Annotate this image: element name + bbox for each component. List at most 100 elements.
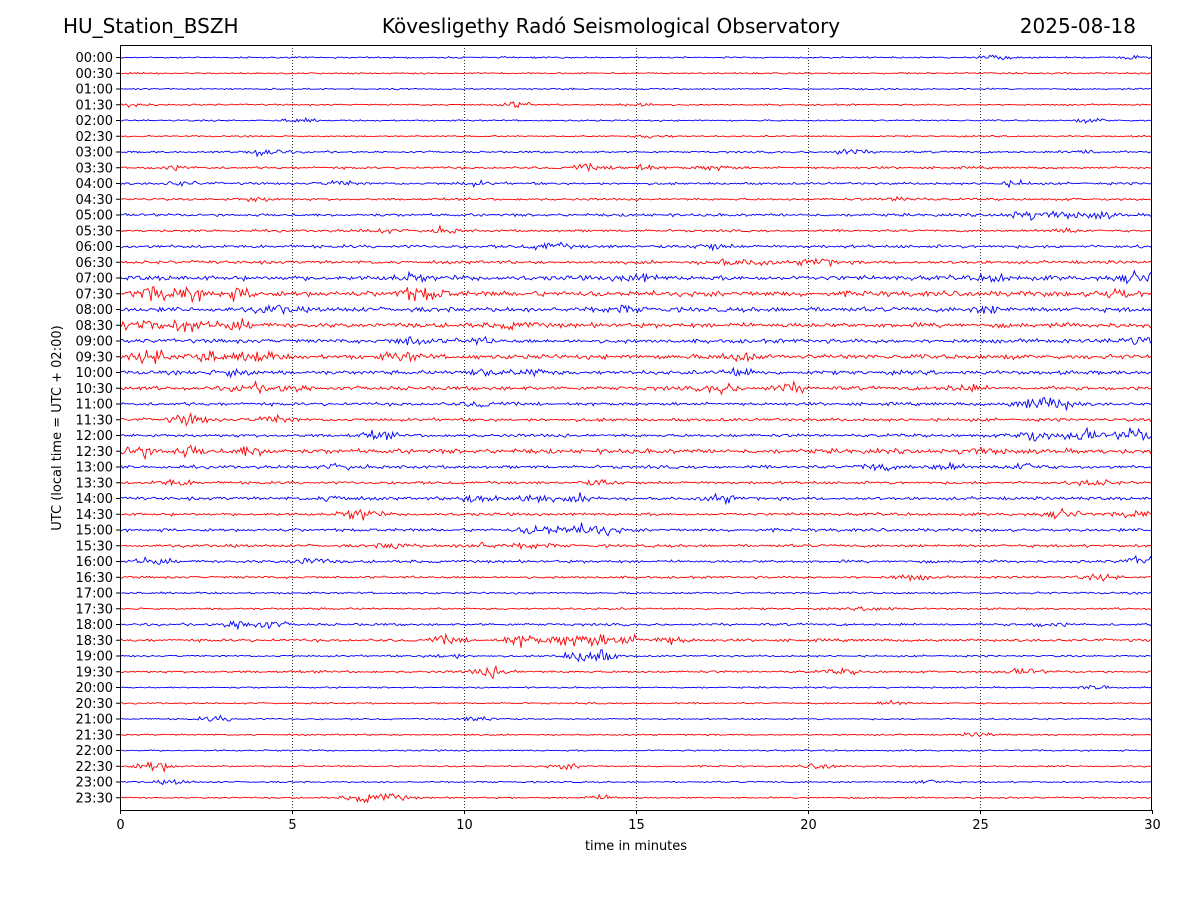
- y-tick-label: 13:00: [76, 461, 113, 476]
- trace-2200: [119, 748, 1153, 753]
- trace-0100: [119, 87, 1153, 91]
- y-tick-label: 07:00: [76, 272, 113, 287]
- y-tick-label: 14:00: [76, 492, 113, 507]
- y-tick-label: 17:00: [76, 587, 113, 602]
- trace-1630: [119, 573, 1153, 583]
- y-tick-label: 04:00: [76, 177, 113, 192]
- chart-date: 2025-08-18: [1019, 14, 1136, 38]
- trace-0300: [119, 148, 1153, 158]
- trace-1430: [119, 507, 1153, 521]
- chart-title: Kövesligethy Radó Seismological Observat…: [381, 14, 841, 38]
- trace-1800: [119, 620, 1153, 631]
- y-tick-label: 11:00: [76, 398, 113, 413]
- trace-0530: [119, 224, 1153, 235]
- trace-1930: [119, 664, 1153, 680]
- y-tick-label: 02:00: [76, 114, 113, 129]
- y-axis-ticks: 00:0000:3001:0001:3002:0002:3003:0003:30…: [76, 51, 120, 806]
- y-tick-label: 00:00: [76, 51, 113, 66]
- y-tick-label: 15:00: [76, 524, 113, 539]
- trace-2130: [119, 732, 1153, 738]
- trace-0700: [119, 269, 1153, 285]
- y-tick-label: 20:00: [76, 681, 113, 696]
- y-tick-label: 05:00: [76, 209, 113, 224]
- y-tick-label: 11:30: [76, 413, 113, 428]
- trace-1030: [119, 380, 1153, 396]
- y-tick-label: 23:00: [76, 776, 113, 791]
- y-tick-label: 04:30: [76, 193, 113, 208]
- y-tick-label: 10:00: [76, 366, 113, 381]
- trace-1600: [119, 554, 1153, 565]
- trace-2230: [119, 760, 1153, 773]
- x-tick-label: 20: [800, 818, 817, 833]
- trace-2000: [119, 684, 1153, 690]
- trace-1900: [119, 648, 1153, 663]
- grid-lines: [292, 45, 981, 810]
- trace-0830: [119, 318, 1153, 333]
- trace-0230: [120, 134, 1153, 139]
- x-tick-label: 25: [972, 818, 989, 833]
- trace-0900: [119, 335, 1153, 347]
- y-tick-label: 06:00: [76, 240, 113, 255]
- trace-0500: [119, 210, 1153, 221]
- y-tick-label: 03:00: [76, 146, 113, 161]
- y-tick-label: 09:30: [76, 350, 113, 365]
- y-tick-label: 23:30: [76, 791, 113, 806]
- trace-0430: [119, 195, 1153, 203]
- y-tick-label: 08:00: [76, 303, 113, 318]
- station-name: HU_Station_BSZH: [63, 14, 239, 38]
- trace-2300: [119, 778, 1153, 786]
- y-tick-label: 17:30: [76, 602, 113, 617]
- x-tick-label: 15: [628, 818, 645, 833]
- seismic-traces: [119, 54, 1153, 804]
- trace-0130: [119, 100, 1153, 109]
- y-tick-label: 21:00: [76, 713, 113, 728]
- y-tick-label: 05:30: [76, 224, 113, 239]
- y-axis-label: UTC (local time = UTC + 02:00): [50, 325, 65, 530]
- y-tick-label: 01:00: [76, 83, 113, 98]
- trace-0030: [120, 71, 1152, 75]
- trace-1230: [119, 444, 1153, 461]
- trace-1700: [120, 591, 1153, 595]
- trace-2330: [119, 793, 1153, 804]
- trace-1300: [119, 461, 1153, 472]
- trace-0730: [119, 285, 1153, 304]
- y-tick-label: 19:00: [76, 650, 113, 665]
- trace-1330: [119, 478, 1153, 487]
- trace-1200: [119, 426, 1153, 442]
- trace-0800: [119, 303, 1153, 315]
- plot-frame: [120, 45, 1152, 811]
- y-tick-label: 14:30: [76, 508, 113, 523]
- trace-1100: [119, 396, 1153, 411]
- x-tick-label: 0: [116, 818, 124, 833]
- trace-2030: [119, 699, 1153, 706]
- y-tick-label: 18:30: [76, 634, 113, 649]
- trace-0630: [119, 257, 1153, 267]
- y-tick-label: 08:30: [76, 319, 113, 334]
- trace-1730: [119, 606, 1153, 612]
- trace-1400: [119, 492, 1153, 506]
- trace-0200: [119, 116, 1153, 125]
- y-tick-label: 22:00: [76, 744, 113, 759]
- trace-0330: [119, 162, 1153, 173]
- trace-1000: [119, 366, 1153, 379]
- y-tick-label: 16:30: [76, 571, 113, 586]
- trace-1830: [119, 632, 1153, 648]
- y-tick-label: 09:00: [76, 335, 113, 350]
- trace-0400: [119, 178, 1153, 189]
- y-tick-label: 22:30: [76, 760, 113, 775]
- trace-0600: [119, 241, 1153, 252]
- y-tick-label: 15:30: [76, 539, 113, 554]
- x-tick-label: 30: [1144, 818, 1161, 833]
- y-tick-label: 01:30: [76, 98, 113, 113]
- y-tick-label: 21:30: [76, 728, 113, 743]
- trace-0000: [119, 54, 1153, 61]
- x-tick-label: 10: [456, 818, 473, 833]
- x-axis-ticks: 0 5 10 15 20 25 30: [116, 810, 1161, 833]
- x-tick-label: 5: [288, 818, 296, 833]
- y-tick-label: 13:30: [76, 476, 113, 491]
- trace-1500: [119, 522, 1153, 537]
- y-tick-label: 18:00: [76, 618, 113, 633]
- y-tick-label: 12:30: [76, 445, 113, 460]
- y-tick-label: 16:00: [76, 555, 113, 570]
